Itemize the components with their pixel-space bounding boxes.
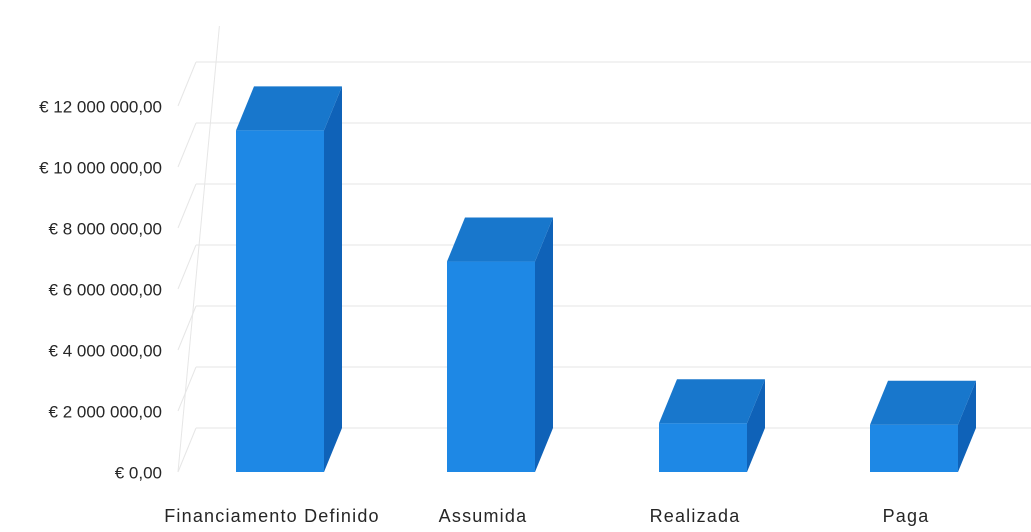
bar [236,86,342,473]
y-tick-label: € 2 000 000,00 [49,402,162,421]
bar-side [535,217,553,472]
x-tick-label: Financiamento Definido [164,506,380,526]
y-tick-label: € 8 000 000,00 [49,219,162,238]
bar-side [747,379,765,472]
bar-front [447,261,535,472]
y-tick-label: € 6 000 000,00 [49,280,162,299]
bar-front [870,424,958,472]
gridline-side [177,61,197,107]
bars [236,86,976,473]
axis-wall-edge [177,25,220,473]
y-tick-label: € 0,00 [115,463,162,482]
bar-front [236,130,324,472]
bar-side [958,380,976,472]
y-tick-label: € 10 000 000,00 [39,158,162,177]
gridline-side [177,366,197,412]
x-tick-label: Paga [883,506,930,526]
gridline-side [177,183,197,229]
gridline-side [177,122,197,168]
bar-top [659,379,765,424]
x-axis: Financiamento Definido Assumida Realizada P… [164,506,930,526]
bar-top [447,217,553,262]
y-tick-label: € 4 000 000,00 [49,341,162,360]
gridline-side [177,244,197,290]
bar-top [870,380,976,425]
x-tick-label: Assumida [439,506,528,526]
bar-front [659,423,747,472]
bar-top [236,86,342,131]
bar [447,217,553,472]
y-axis: € 0,00 € 2 000 000,00 € 4 000 000,00 € 6 00… [39,97,162,482]
bar [659,379,765,472]
gridline-side [177,427,197,473]
y-tick-label: € 12 000 000,00 [39,97,162,116]
x-tick-label: Realizada [650,506,741,526]
bar-side [324,86,342,473]
gridline-side [177,305,197,351]
bar [870,380,976,472]
